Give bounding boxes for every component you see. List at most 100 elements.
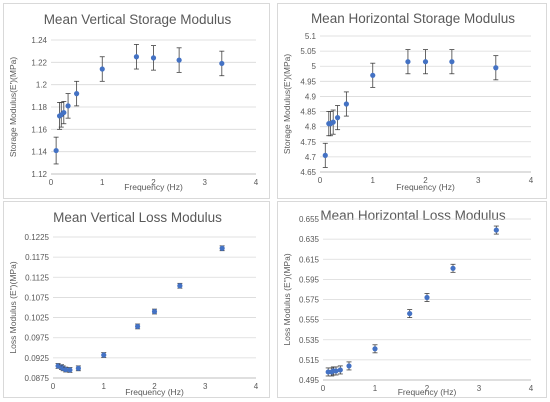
x-tick-label: 4 xyxy=(254,178,259,187)
chart-title: Mean Vertical Loss Modulus xyxy=(53,210,222,225)
chart-horizontal-loss: Mean Horizontal Loss Modulus 0.495 0.515 0.… xyxy=(282,208,534,397)
y-tick-label: 0.0975 xyxy=(25,334,50,343)
y-tick-label: 0.0925 xyxy=(25,354,50,363)
x-axis-label: Frequency (Hz) xyxy=(124,182,183,192)
data-point xyxy=(219,245,225,251)
y-axis-label: Loss Modulus (E")(MPa) xyxy=(8,261,18,353)
y-tick-label: 5 xyxy=(312,62,317,71)
y-tick-label: 0.1075 xyxy=(25,293,50,302)
x-tick-label: 0 xyxy=(321,384,326,393)
x-axis-label: Frequency (Hz) xyxy=(125,387,184,397)
data-point xyxy=(63,366,69,373)
data-point xyxy=(150,55,157,61)
x-tick-label: 2 xyxy=(425,384,430,393)
x-tick-label: 3 xyxy=(477,384,482,393)
data-point xyxy=(334,115,341,121)
data-point xyxy=(422,59,429,65)
y-tick-label: 0.0875 xyxy=(25,374,50,383)
data-point xyxy=(424,294,430,301)
x-tick-label: 0 xyxy=(49,178,54,187)
y-tick-label: 0.535 xyxy=(299,336,320,345)
chart-title: Mean Horizontal Loss Modulus xyxy=(320,208,506,223)
y-tick-label: 0.655 xyxy=(299,215,320,224)
y-tick-label: 1.12 xyxy=(31,170,47,179)
x-axis-label: Frequency (Hz) xyxy=(398,387,457,397)
y-tick-label: 4.7 xyxy=(305,153,317,162)
x-tick-label: 4 xyxy=(529,384,534,393)
x-tick-label: 1 xyxy=(371,176,376,185)
data-point xyxy=(493,227,499,233)
data-point xyxy=(337,367,343,373)
chart-panel-vertical-loss: Mean Vertical Loss Modulus 0.0875 0.0925 0.… xyxy=(3,201,270,398)
data-point xyxy=(219,60,225,67)
data-point xyxy=(151,308,158,315)
y-tick-label: 0.1025 xyxy=(25,314,50,323)
y-tick-label: 1.14 xyxy=(31,148,47,157)
y-tick-label: 4.65 xyxy=(300,168,316,177)
y-tick-label: 1.24 xyxy=(31,36,47,45)
y-tick-label: 1.22 xyxy=(31,58,47,67)
chart-panel-horizontal-storage: Mean Horizontal Storage Modulus 4.65 4.7 4.… xyxy=(277,3,547,199)
y-tick-label: 1.18 xyxy=(31,103,47,112)
x-tick-label: 2 xyxy=(151,178,156,187)
y-tick-label: 0.555 xyxy=(299,316,320,325)
data-point xyxy=(67,367,73,373)
data-point xyxy=(101,352,107,358)
y-tick-label: 5.1 xyxy=(305,32,317,41)
y-tick-label: 0.635 xyxy=(299,235,320,244)
data-point xyxy=(133,54,140,60)
data-point xyxy=(407,310,413,317)
data-point xyxy=(176,57,182,63)
data-point xyxy=(177,283,183,289)
chart-title: Mean Horizontal Storage Modulus xyxy=(311,11,515,26)
x-tick-label: 3 xyxy=(476,176,481,185)
y-axis-label: Storage Modulus(E')(MPa) xyxy=(282,54,292,155)
x-tick-label: 0 xyxy=(318,176,323,185)
x-tick-label: 3 xyxy=(203,178,208,187)
y-tick-label: 0.1225 xyxy=(25,233,50,242)
y-tick-label: 0.575 xyxy=(299,296,320,305)
x-tick-label: 1 xyxy=(373,384,378,393)
y-axis-label: Loss Modulus (E")(MPa) xyxy=(282,253,292,345)
data-point xyxy=(99,66,105,72)
data-point xyxy=(405,59,411,65)
y-tick-label: 0.495 xyxy=(299,376,320,385)
y-tick-label: 4.8 xyxy=(305,123,317,132)
x-axis-label: Frequency (Hz) xyxy=(396,182,455,192)
chart-vertical-storage: Mean Vertical Storage Modulus 1.12 1.14 1.1… xyxy=(8,12,259,192)
data-point xyxy=(372,346,378,352)
data-point xyxy=(330,119,336,125)
data-point xyxy=(370,72,376,78)
x-tick-label: 0 xyxy=(51,382,56,391)
data-point xyxy=(322,152,328,158)
data-point xyxy=(346,363,352,369)
y-tick-label: 4.95 xyxy=(300,77,316,86)
data-point xyxy=(333,368,339,374)
y-tick-label: 1.16 xyxy=(31,125,47,134)
y-tick-label: 0.1175 xyxy=(25,253,49,262)
y-tick-label: 4.85 xyxy=(300,108,316,117)
x-tick-label: 2 xyxy=(152,382,157,391)
x-tick-label: 2 xyxy=(423,176,428,185)
chart-title: Mean Vertical Storage Modulus xyxy=(44,12,232,27)
data-point xyxy=(449,59,455,65)
chart-panel-horizontal-loss: Mean Horizontal Loss Modulus 0.495 0.515 0.… xyxy=(277,201,547,398)
y-tick-label: 4.9 xyxy=(305,92,317,101)
data-point xyxy=(450,265,456,271)
x-tick-label: 4 xyxy=(529,176,534,185)
data-point xyxy=(75,365,81,371)
x-tick-label: 1 xyxy=(102,382,107,391)
data-point xyxy=(61,109,67,116)
data-point xyxy=(65,103,71,109)
y-tick-label: 0.515 xyxy=(299,356,320,365)
chart-vertical-loss: Mean Vertical Loss Modulus 0.0875 0.0925 0.… xyxy=(8,210,259,397)
data-point xyxy=(493,65,499,71)
data-point xyxy=(343,101,349,107)
chart-horizontal-storage: Mean Horizontal Storage Modulus 4.65 4.7 4.… xyxy=(282,11,534,192)
x-tick-label: 1 xyxy=(100,178,105,187)
y-axis-label: Storage Modulus(E')(MPa) xyxy=(8,57,18,158)
x-tick-label: 4 xyxy=(254,382,259,391)
y-tick-label: 0.615 xyxy=(299,255,320,264)
chart-panel-vertical-storage: Mean Vertical Storage Modulus 1.12 1.14 1.1… xyxy=(3,3,270,199)
y-tick-label: 0.595 xyxy=(299,275,320,284)
